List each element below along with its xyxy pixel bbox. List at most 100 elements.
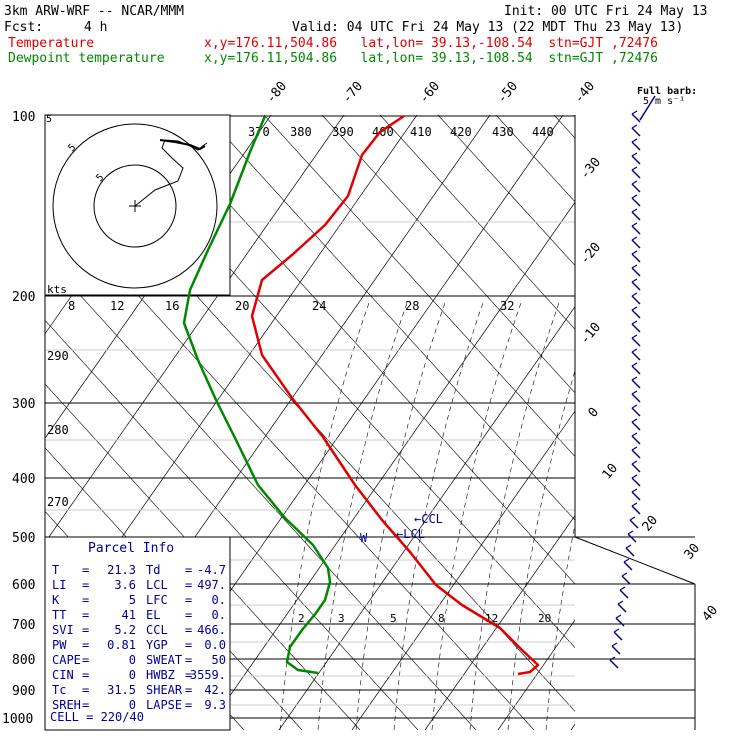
sounding-curves bbox=[182, 114, 540, 676]
pressure-label: 200 bbox=[12, 290, 35, 305]
barb-staff bbox=[631, 169, 641, 179]
parcel-value: 41 bbox=[122, 608, 136, 622]
dry-adiabat-line bbox=[437, 115, 575, 266]
marker-ccl: ←CCL bbox=[414, 512, 443, 526]
barb-flag bbox=[631, 180, 638, 185]
mixing-ratio-label: 2 bbox=[298, 612, 305, 625]
plot-right-border-lower bbox=[574, 536, 696, 585]
barb-flag bbox=[609, 656, 616, 661]
barb-staff bbox=[631, 505, 641, 515]
theta-e-label: 410 bbox=[410, 125, 432, 139]
parcel-eq: = bbox=[185, 683, 192, 697]
theta-label: 290 bbox=[47, 349, 69, 363]
parcel-value: 0.81 bbox=[107, 638, 136, 652]
isotherm-label-top: -70 bbox=[340, 79, 367, 107]
pressure-label: 800 bbox=[12, 653, 35, 668]
temperature-curve bbox=[250, 114, 540, 676]
parcel-info-title: Parcel Info bbox=[88, 541, 174, 556]
barb-flag bbox=[629, 516, 636, 521]
barb-flag bbox=[631, 502, 638, 507]
barb-flag bbox=[631, 432, 638, 437]
wind-barb bbox=[625, 544, 635, 557]
parcel-eq: = bbox=[82, 593, 89, 607]
speed-label: 28 bbox=[405, 299, 419, 313]
speed-labels: 8 12 16 20 24 28 32 bbox=[68, 299, 514, 313]
pressure-label: 700 bbox=[12, 618, 35, 633]
isotherm-label-right: -20 bbox=[578, 240, 605, 268]
barb-staff bbox=[631, 365, 641, 375]
barb-staff bbox=[613, 631, 623, 641]
barb-legend-unit: 5 m s⁻¹ bbox=[643, 96, 685, 107]
parcel-cell: CELL = 220/40 bbox=[50, 710, 144, 724]
parcel-info-box: Parcel Info T = 21.3 Td = -4.7 LI = 3.6 LCL = 497. K… bbox=[44, 536, 231, 731]
parcel-value: 9.3 bbox=[204, 698, 226, 712]
barb-flag bbox=[631, 376, 638, 381]
parcel-value: 3.6 bbox=[114, 578, 136, 592]
parcel-eq: = bbox=[82, 638, 89, 652]
parcel-value: -4.7 bbox=[197, 563, 226, 577]
parcel-value: 466. bbox=[197, 623, 226, 637]
parcel-info-frame bbox=[44, 536, 231, 731]
barb-staff bbox=[631, 155, 641, 165]
mixing-ratio-labels: 2 3 5 8 12 20 bbox=[298, 612, 551, 625]
wind-barb bbox=[631, 236, 641, 249]
parcel-key: LAPSE bbox=[146, 698, 182, 712]
isotherm-label-right: 30 bbox=[682, 541, 704, 563]
barb-staff bbox=[631, 351, 641, 361]
theta-label: 280 bbox=[47, 423, 69, 437]
parcel-eq: = bbox=[185, 653, 192, 667]
barb-flag bbox=[631, 124, 638, 129]
barb-staff bbox=[629, 519, 639, 529]
barb-staff bbox=[631, 239, 641, 249]
barb-staff bbox=[631, 183, 641, 193]
hodograph: 5 5 5 kts bbox=[44, 114, 231, 296]
barb-flag bbox=[631, 362, 638, 367]
parcel-value: 3559. bbox=[190, 668, 226, 682]
isotherm-line bbox=[351, 410, 575, 730]
wind-barb bbox=[617, 600, 627, 613]
wind-barb bbox=[631, 180, 641, 193]
wind-barb bbox=[631, 194, 641, 207]
speed-label: 20 bbox=[235, 299, 249, 313]
dry-adiabat-line bbox=[147, 115, 575, 585]
wind-barbs: Full barb: 5 m s⁻¹ bbox=[609, 86, 697, 669]
barb-legend-title: Full barb: bbox=[637, 86, 697, 97]
barb-flag bbox=[631, 306, 638, 311]
dry-adiabat-line bbox=[45, 383, 361, 730]
barb-flag bbox=[631, 446, 638, 451]
parcel-key: LI bbox=[52, 578, 66, 592]
pressure-label: 1000 bbox=[2, 712, 33, 727]
isotherm-line bbox=[45, 115, 53, 126]
barb-staff bbox=[623, 561, 633, 571]
parcel-key: T bbox=[52, 563, 59, 577]
isotherm-label-right: 0 bbox=[586, 405, 603, 421]
moist-adiabat-line bbox=[355, 299, 447, 730]
isotherm-label-right: 20 bbox=[640, 513, 662, 535]
barb-staff bbox=[631, 253, 641, 263]
dewpoint-location: x,y=176.11,504.86 lat,lon= 39.13,-108.54… bbox=[204, 51, 658, 66]
speed-label: 24 bbox=[312, 299, 326, 313]
parcel-value: 0. bbox=[212, 608, 226, 622]
isotherm-label-right: -30 bbox=[578, 155, 605, 183]
hodograph-trace-upper bbox=[159, 139, 206, 151]
forecast-hours: 4 h bbox=[84, 20, 108, 35]
dry-adiabat-line bbox=[553, 115, 575, 139]
barb-staff bbox=[631, 393, 641, 403]
parcel-eq: = bbox=[82, 563, 89, 577]
barb-flag bbox=[631, 250, 638, 255]
barb-flag bbox=[631, 390, 638, 395]
barb-staff bbox=[619, 589, 629, 599]
wind-barb bbox=[631, 348, 641, 361]
wind-barb bbox=[631, 404, 641, 417]
isotherm-line bbox=[205, 201, 575, 730]
wind-barb bbox=[631, 292, 641, 305]
parcel-eq: = bbox=[82, 578, 89, 592]
parcel-value: 0.0 bbox=[204, 638, 226, 652]
wind-barb bbox=[631, 222, 641, 235]
parcel-value: 5.2 bbox=[114, 623, 136, 637]
hodograph-ring-inner bbox=[93, 164, 177, 248]
wind-barb bbox=[629, 516, 639, 529]
wind-barb bbox=[631, 446, 641, 459]
barb-flag bbox=[631, 404, 638, 409]
theta-e-label: 390 bbox=[332, 125, 354, 139]
